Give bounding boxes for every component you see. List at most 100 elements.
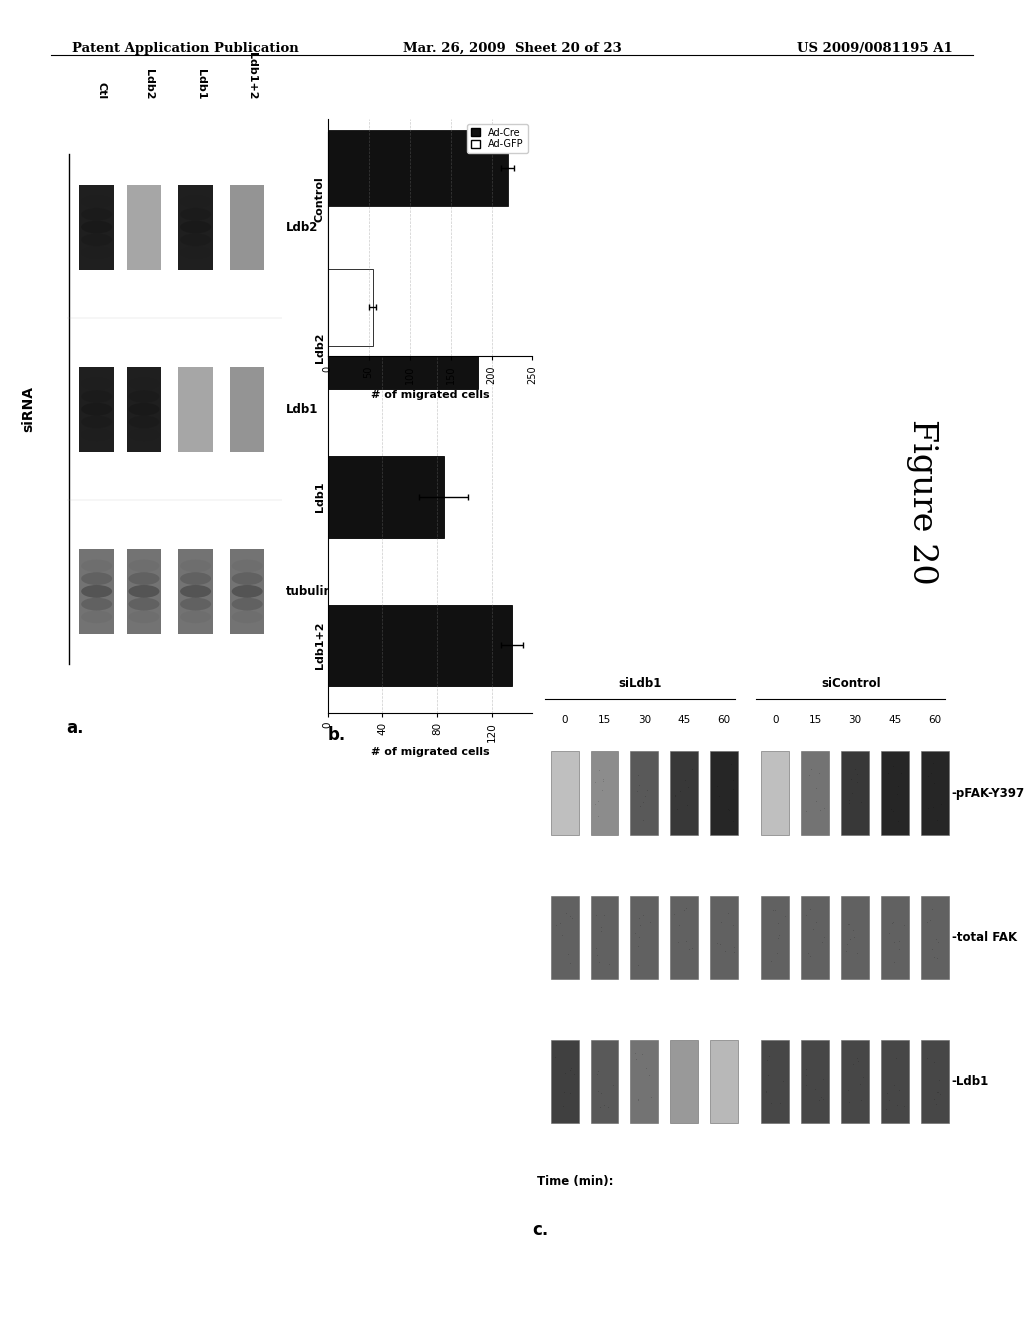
Bar xyxy=(631,1040,658,1123)
Bar xyxy=(551,1040,579,1123)
Ellipse shape xyxy=(128,391,160,403)
Bar xyxy=(801,896,829,979)
Bar xyxy=(80,367,114,451)
Bar xyxy=(762,896,790,979)
Text: 60: 60 xyxy=(717,715,730,726)
Bar xyxy=(230,367,264,451)
Bar xyxy=(762,751,790,834)
Text: 15: 15 xyxy=(809,715,822,726)
Bar xyxy=(801,751,829,834)
Bar xyxy=(551,896,579,979)
X-axis label: # of migrated cells: # of migrated cells xyxy=(371,389,489,400)
Bar xyxy=(921,751,948,834)
Ellipse shape xyxy=(180,234,211,246)
Ellipse shape xyxy=(81,416,113,428)
Bar xyxy=(178,185,213,269)
Bar xyxy=(551,751,579,834)
Text: siControl: siControl xyxy=(821,677,881,689)
Bar xyxy=(328,605,512,686)
Bar xyxy=(127,549,161,634)
Bar xyxy=(841,896,869,979)
Bar xyxy=(80,185,114,269)
Bar xyxy=(230,549,264,634)
Ellipse shape xyxy=(231,598,263,610)
Text: -Ldb1: -Ldb1 xyxy=(952,1074,989,1088)
Text: b.: b. xyxy=(328,726,346,744)
Bar xyxy=(841,751,869,834)
Bar xyxy=(841,1040,869,1123)
Ellipse shape xyxy=(180,598,211,610)
Ellipse shape xyxy=(81,391,113,403)
Ellipse shape xyxy=(128,585,160,598)
Ellipse shape xyxy=(81,585,113,598)
Bar xyxy=(127,185,161,269)
Text: c.: c. xyxy=(532,1221,549,1239)
Ellipse shape xyxy=(180,585,211,598)
Bar xyxy=(127,367,161,451)
Text: 45: 45 xyxy=(888,715,901,726)
Bar xyxy=(710,1040,738,1123)
Bar xyxy=(710,896,738,979)
Bar xyxy=(328,269,373,346)
Text: Time (min):: Time (min): xyxy=(537,1175,613,1188)
Text: -total FAK: -total FAK xyxy=(952,931,1017,944)
Text: siLdb1: siLdb1 xyxy=(618,677,662,689)
Text: Figure 20: Figure 20 xyxy=(905,418,938,585)
Bar xyxy=(631,896,658,979)
Ellipse shape xyxy=(81,598,113,610)
Bar xyxy=(178,549,213,634)
Bar xyxy=(230,185,264,269)
Text: Ldb1+2: Ldb1+2 xyxy=(247,51,257,99)
Bar xyxy=(881,1040,909,1123)
Ellipse shape xyxy=(128,416,160,428)
Text: tubulin: tubulin xyxy=(286,585,333,598)
Text: Ldb2: Ldb2 xyxy=(144,69,154,99)
Bar xyxy=(328,455,443,537)
Text: 60: 60 xyxy=(928,715,941,726)
Bar xyxy=(631,751,658,834)
Bar xyxy=(591,1040,618,1123)
Text: 15: 15 xyxy=(598,715,611,726)
Text: Ldb2: Ldb2 xyxy=(286,220,318,234)
Text: 0: 0 xyxy=(772,715,778,726)
Bar xyxy=(881,896,909,979)
Text: Mar. 26, 2009  Sheet 20 of 23: Mar. 26, 2009 Sheet 20 of 23 xyxy=(402,42,622,55)
Text: Ldb1: Ldb1 xyxy=(196,69,206,99)
Bar xyxy=(80,549,114,634)
Bar xyxy=(328,129,508,206)
Ellipse shape xyxy=(180,220,211,234)
Bar xyxy=(591,751,618,834)
Text: -pFAK-Y397: -pFAK-Y397 xyxy=(952,787,1024,800)
Text: 30: 30 xyxy=(638,715,651,726)
X-axis label: # of migrated cells: # of migrated cells xyxy=(371,747,489,758)
Ellipse shape xyxy=(128,573,160,585)
Bar xyxy=(670,1040,698,1123)
Text: 0: 0 xyxy=(561,715,568,726)
Ellipse shape xyxy=(128,403,160,416)
Ellipse shape xyxy=(81,234,113,246)
Ellipse shape xyxy=(81,573,113,585)
Bar xyxy=(710,751,738,834)
Text: Patent Application Publication: Patent Application Publication xyxy=(72,42,298,55)
Ellipse shape xyxy=(180,209,211,220)
Legend: Ad-Cre, Ad-GFP: Ad-Cre, Ad-GFP xyxy=(467,124,527,153)
Bar xyxy=(178,367,213,451)
Bar xyxy=(762,1040,790,1123)
Bar xyxy=(921,896,948,979)
Bar xyxy=(670,751,698,834)
Ellipse shape xyxy=(81,403,113,416)
Text: siRNA: siRNA xyxy=(20,387,35,432)
Text: US 2009/0081195 A1: US 2009/0081195 A1 xyxy=(797,42,952,55)
Bar xyxy=(328,308,478,389)
Text: Ldb1: Ldb1 xyxy=(286,403,318,416)
Bar xyxy=(921,1040,948,1123)
Ellipse shape xyxy=(128,598,160,610)
Bar xyxy=(328,158,402,240)
Text: 30: 30 xyxy=(849,715,861,726)
Bar xyxy=(591,896,618,979)
Ellipse shape xyxy=(81,209,113,220)
Text: a.: a. xyxy=(67,719,84,738)
Text: Ctl: Ctl xyxy=(96,82,106,99)
Bar xyxy=(670,896,698,979)
Ellipse shape xyxy=(231,573,263,585)
